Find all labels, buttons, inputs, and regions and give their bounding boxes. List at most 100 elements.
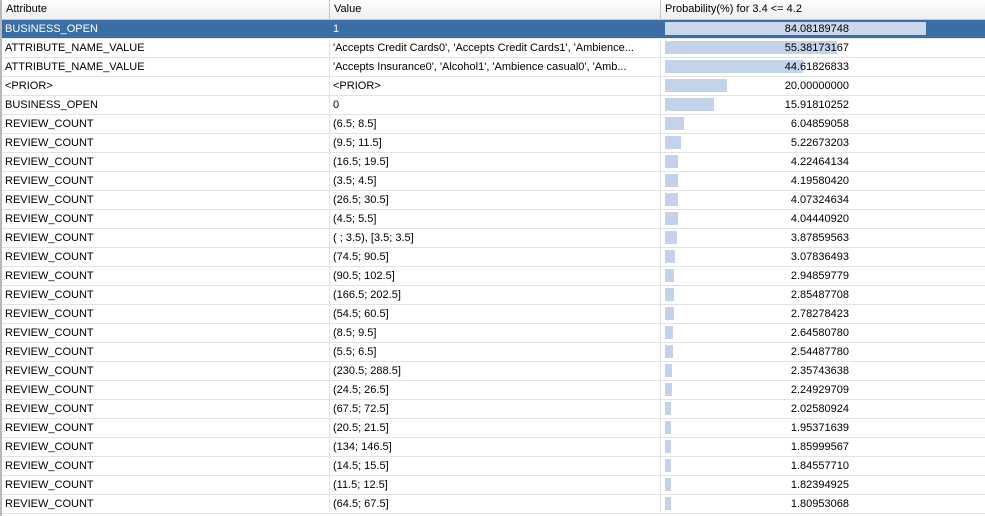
probability-value: 4.22464134	[790, 156, 849, 168]
probability-value: 2.54487780	[790, 346, 849, 358]
probability-cell: 2.24929709	[661, 381, 985, 399]
table-row[interactable]: REVIEW_COUNT (5.5; 6.5] 2.54487780	[2, 343, 985, 362]
value-cell: (20.5; 21.5]	[330, 419, 661, 437]
probability-cell: 44.61826833	[661, 58, 985, 76]
probability-bar	[665, 98, 715, 111]
attribute-cell: REVIEW_COUNT	[2, 286, 330, 304]
probability-value: 4.19580420	[790, 175, 849, 187]
probability-cell: 1.85999567	[661, 438, 985, 456]
probability-cell: 1.84557710	[661, 457, 985, 475]
table-row[interactable]: REVIEW_COUNT (9.5; 11.5] 5.22673203	[2, 134, 985, 153]
probability-cell: 6.04859058	[661, 115, 985, 133]
probability-value: 3.87859563	[790, 232, 849, 244]
table-row[interactable]: REVIEW_COUNT (6.5; 8.5] 6.04859058	[2, 115, 985, 134]
value-cell: (4.5; 5.5]	[330, 210, 661, 228]
table-row[interactable]: ATTRIBUTE_NAME_VALUE 'Accepts Insurance0'…	[2, 58, 985, 77]
table-row[interactable]: REVIEW_COUNT (64.5; 67.5] 1.80953068	[2, 495, 985, 514]
table-row[interactable]: BUSINESS_OPEN 1 84.08189748	[2, 20, 985, 39]
probability-cell: 2.85487708	[661, 286, 985, 304]
value-cell: (14.5; 15.5]	[330, 457, 661, 475]
probability-cell: 2.64580780	[661, 324, 985, 342]
value-cell: 'Accepts Insurance0', 'Alcohol1', 'Ambie…	[330, 58, 661, 76]
attribute-cell: REVIEW_COUNT	[2, 400, 330, 418]
value-cell: (64.5; 67.5]	[330, 495, 661, 513]
probability-value: 2.94859779	[790, 270, 849, 282]
probability-bar	[665, 288, 674, 301]
probability-value: 44.61826833	[784, 61, 849, 73]
value-cell: (5.5; 6.5]	[330, 343, 661, 361]
table-row[interactable]: REVIEW_COUNT (20.5; 21.5] 1.95371639	[2, 419, 985, 438]
table-row[interactable]: REVIEW_COUNT (74.5; 90.5] 3.07836493	[2, 248, 985, 267]
table-row[interactable]: REVIEW_COUNT (166.5; 202.5] 2.85487708	[2, 286, 985, 305]
table-row[interactable]: REVIEW_COUNT (67.5; 72.5] 2.02580924	[2, 400, 985, 419]
header-value[interactable]: Value	[330, 0, 661, 20]
value-cell: (67.5; 72.5]	[330, 400, 661, 418]
probability-cell: 55.38173167	[661, 39, 985, 57]
probability-bar	[665, 383, 672, 396]
header-attribute[interactable]: Attribute	[2, 0, 330, 20]
probability-value: 4.07324634	[790, 194, 849, 206]
table-row[interactable]: REVIEW_COUNT (8.5; 9.5] 2.64580780	[2, 324, 985, 343]
value-cell: (230.5; 288.5]	[330, 362, 661, 380]
value-cell: 0	[330, 96, 661, 114]
probability-value: 1.80953068	[790, 498, 849, 510]
table-row[interactable]: REVIEW_COUNT (11.5; 12.5] 1.82394925	[2, 476, 985, 495]
value-cell: (166.5; 202.5]	[330, 286, 661, 304]
attribute-cell: REVIEW_COUNT	[2, 381, 330, 399]
attribute-cell: REVIEW_COUNT	[2, 210, 330, 228]
attribute-cell: <PRIOR>	[2, 77, 330, 95]
attribute-cell: REVIEW_COUNT	[2, 153, 330, 171]
probability-bar	[665, 250, 675, 263]
value-cell: (3.5; 4.5]	[330, 172, 661, 190]
header-probability[interactable]: Probability(%) for 3.4 <= 4.2	[665, 3, 802, 15]
table-row[interactable]: REVIEW_COUNT (90.5; 102.5] 2.94859779	[2, 267, 985, 286]
probability-cell: 1.95371639	[661, 419, 985, 437]
probability-cell: 2.54487780	[661, 343, 985, 361]
probability-bar	[665, 307, 674, 320]
probability-value: 1.84557710	[790, 460, 849, 472]
probability-bar	[665, 41, 837, 54]
attribute-cell: ATTRIBUTE_NAME_VALUE	[2, 39, 330, 57]
attribute-cell: REVIEW_COUNT	[2, 305, 330, 323]
probability-bar	[665, 212, 678, 225]
attribute-cell: REVIEW_COUNT	[2, 134, 330, 152]
table-row[interactable]: ATTRIBUTE_NAME_VALUE 'Accepts Credit Card…	[2, 39, 985, 58]
table-row[interactable]: REVIEW_COUNT (26.5; 30.5] 4.07324634	[2, 191, 985, 210]
table-row[interactable]: REVIEW_COUNT (54.5; 60.5] 2.78278423	[2, 305, 985, 324]
probability-value: 6.04859058	[790, 118, 849, 130]
probability-cell: 3.87859563	[661, 229, 985, 247]
value-cell: (26.5; 30.5]	[330, 191, 661, 209]
probability-value: 15.91810252	[784, 99, 849, 111]
probability-bar	[665, 117, 684, 130]
table-row[interactable]: <PRIOR> <PRIOR> 20.00000000	[2, 77, 985, 96]
value-cell: (24.5; 26.5]	[330, 381, 661, 399]
value-cell: (6.5; 8.5]	[330, 115, 661, 133]
table-row[interactable]: REVIEW_COUNT (16.5; 19.5] 4.22464134	[2, 153, 985, 172]
table-row[interactable]: REVIEW_COUNT (4.5; 5.5] 4.04440920	[2, 210, 985, 229]
probability-bar	[665, 174, 678, 187]
table-row[interactable]: REVIEW_COUNT (14.5; 15.5] 1.84557710	[2, 457, 985, 476]
probability-value: 2.64580780	[790, 327, 849, 339]
attribute-cell: REVIEW_COUNT	[2, 191, 330, 209]
table-row[interactable]: REVIEW_COUNT (3.5; 4.5] 4.19580420	[2, 172, 985, 191]
probability-value: 55.38173167	[784, 42, 849, 54]
probability-cell: 4.04440920	[661, 210, 985, 228]
probability-value: 1.85999567	[790, 441, 849, 453]
probability-cell: 4.19580420	[661, 172, 985, 190]
table-row[interactable]: BUSINESS_OPEN 0 15.91810252	[2, 96, 985, 115]
table-row[interactable]: REVIEW_COUNT (134; 146.5] 1.85999567	[2, 438, 985, 457]
attribute-cell: REVIEW_COUNT	[2, 438, 330, 456]
table-row[interactable]: REVIEW_COUNT( ; 3.5), [3.5; 3.5] 3.878595…	[2, 229, 985, 248]
probability-cell: 1.82394925	[661, 476, 985, 494]
attribute-cell: REVIEW_COUNT	[2, 115, 330, 133]
value-cell: (54.5; 60.5]	[330, 305, 661, 323]
probability-value: 2.24929709	[790, 384, 849, 396]
table-row[interactable]: REVIEW_COUNT (230.5; 288.5] 2.35743638	[2, 362, 985, 381]
table-row[interactable]: REVIEW_COUNT (24.5; 26.5] 2.24929709	[2, 381, 985, 400]
attribute-cell: REVIEW_COUNT	[2, 248, 330, 266]
probability-bar	[665, 440, 671, 453]
probability-value: 2.78278423	[790, 308, 849, 320]
probability-value: 2.35743638	[790, 365, 849, 377]
attribute-cell: REVIEW_COUNT	[2, 172, 330, 190]
probability-cell: 20.00000000	[661, 77, 985, 95]
